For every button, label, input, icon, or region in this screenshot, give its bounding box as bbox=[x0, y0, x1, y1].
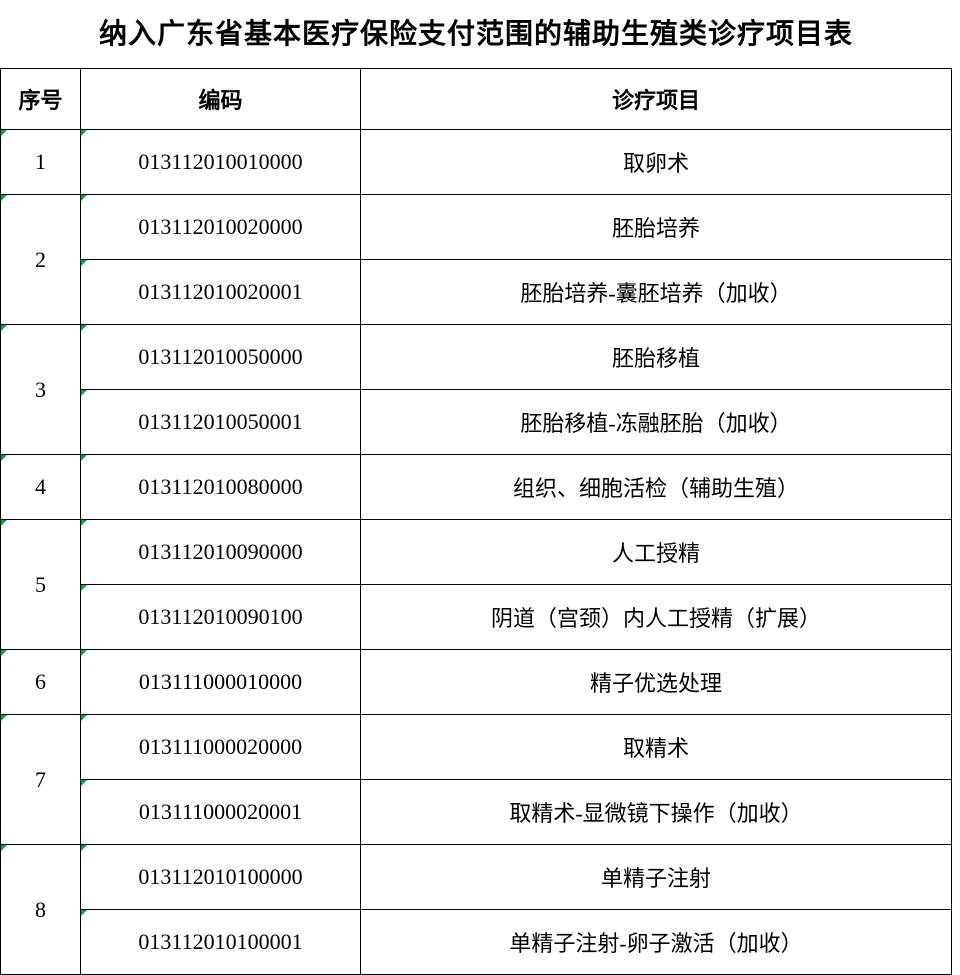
cell-seq: 2 bbox=[1, 195, 81, 325]
cell-item: 精子优选处理 bbox=[361, 650, 952, 715]
cell-code: 013112010090100 bbox=[81, 585, 361, 650]
cell-item: 组织、细胞活检（辅助生殖） bbox=[361, 455, 952, 520]
cell-item: 胚胎移植 bbox=[361, 325, 952, 390]
table-row: 5013112010090000人工授精 bbox=[1, 520, 952, 585]
cell-seq: 5 bbox=[1, 520, 81, 650]
cell-code: 013112010050000 bbox=[81, 325, 361, 390]
table-row: 6013111000010000精子优选处理 bbox=[1, 650, 952, 715]
cell-item: 人工授精 bbox=[361, 520, 952, 585]
cell-code: 013112010080000 bbox=[81, 455, 361, 520]
cell-item: 单精子注射-卵子激活（加收） bbox=[361, 910, 952, 975]
cell-code: 013112010100001 bbox=[81, 910, 361, 975]
table-row: 2013112010020000胚胎培养 bbox=[1, 195, 952, 260]
table-row: 1013112010010000取卵术 bbox=[1, 130, 952, 195]
cell-item: 取精术-显微镜下操作（加收） bbox=[361, 780, 952, 845]
cell-item: 取卵术 bbox=[361, 130, 952, 195]
table-row: 013112010020001胚胎培养-囊胚培养（加收） bbox=[1, 260, 952, 325]
cell-code: 013112010020001 bbox=[81, 260, 361, 325]
cell-item: 阴道（宫颈）内人工授精（扩展） bbox=[361, 585, 952, 650]
cell-seq: 3 bbox=[1, 325, 81, 455]
cell-code: 013112010020000 bbox=[81, 195, 361, 260]
table-row: 013112010100001单精子注射-卵子激活（加收） bbox=[1, 910, 952, 975]
cell-item: 胚胎移植-冻融胚胎（加收） bbox=[361, 390, 952, 455]
cell-item: 单精子注射 bbox=[361, 845, 952, 910]
cell-item: 胚胎培养-囊胚培养（加收） bbox=[361, 260, 952, 325]
cell-seq: 1 bbox=[1, 130, 81, 195]
cell-item: 取精术 bbox=[361, 715, 952, 780]
medical-items-table: 序号 编码 诊疗项目 1013112010010000取卵术2013112010… bbox=[0, 68, 952, 975]
cell-code: 013112010100000 bbox=[81, 845, 361, 910]
header-code: 编码 bbox=[81, 69, 361, 130]
table-body: 1013112010010000取卵术2013112010020000胚胎培养0… bbox=[1, 130, 952, 975]
table-row: 4013112010080000组织、细胞活检（辅助生殖） bbox=[1, 455, 952, 520]
cell-code: 013112010090000 bbox=[81, 520, 361, 585]
header-item: 诊疗项目 bbox=[361, 69, 952, 130]
cell-seq: 4 bbox=[1, 455, 81, 520]
table-row: 013112010090100阴道（宫颈）内人工授精（扩展） bbox=[1, 585, 952, 650]
cell-code: 013112010050001 bbox=[81, 390, 361, 455]
cell-item: 胚胎培养 bbox=[361, 195, 952, 260]
cell-code: 013112010010000 bbox=[81, 130, 361, 195]
cell-code: 013111000010000 bbox=[81, 650, 361, 715]
table-row: 8013112010100000单精子注射 bbox=[1, 845, 952, 910]
table-row: 013111000020001取精术-显微镜下操作（加收） bbox=[1, 780, 952, 845]
table-row: 7013111000020000取精术 bbox=[1, 715, 952, 780]
page-title: 纳入广东省基本医疗保险支付范围的辅助生殖类诊疗项目表 bbox=[0, 12, 952, 52]
table-row: 013112010050001胚胎移植-冻融胚胎（加收） bbox=[1, 390, 952, 455]
header-seq: 序号 bbox=[1, 69, 81, 130]
cell-seq: 8 bbox=[1, 845, 81, 975]
cell-code: 013111000020000 bbox=[81, 715, 361, 780]
document-container: 纳入广东省基本医疗保险支付范围的辅助生殖类诊疗项目表 序号 编码 诊疗项目 10… bbox=[0, 12, 952, 975]
table-row: 3013112010050000胚胎移植 bbox=[1, 325, 952, 390]
cell-code: 013111000020001 bbox=[81, 780, 361, 845]
table-header-row: 序号 编码 诊疗项目 bbox=[1, 69, 952, 130]
cell-seq: 6 bbox=[1, 650, 81, 715]
cell-seq: 7 bbox=[1, 715, 81, 845]
